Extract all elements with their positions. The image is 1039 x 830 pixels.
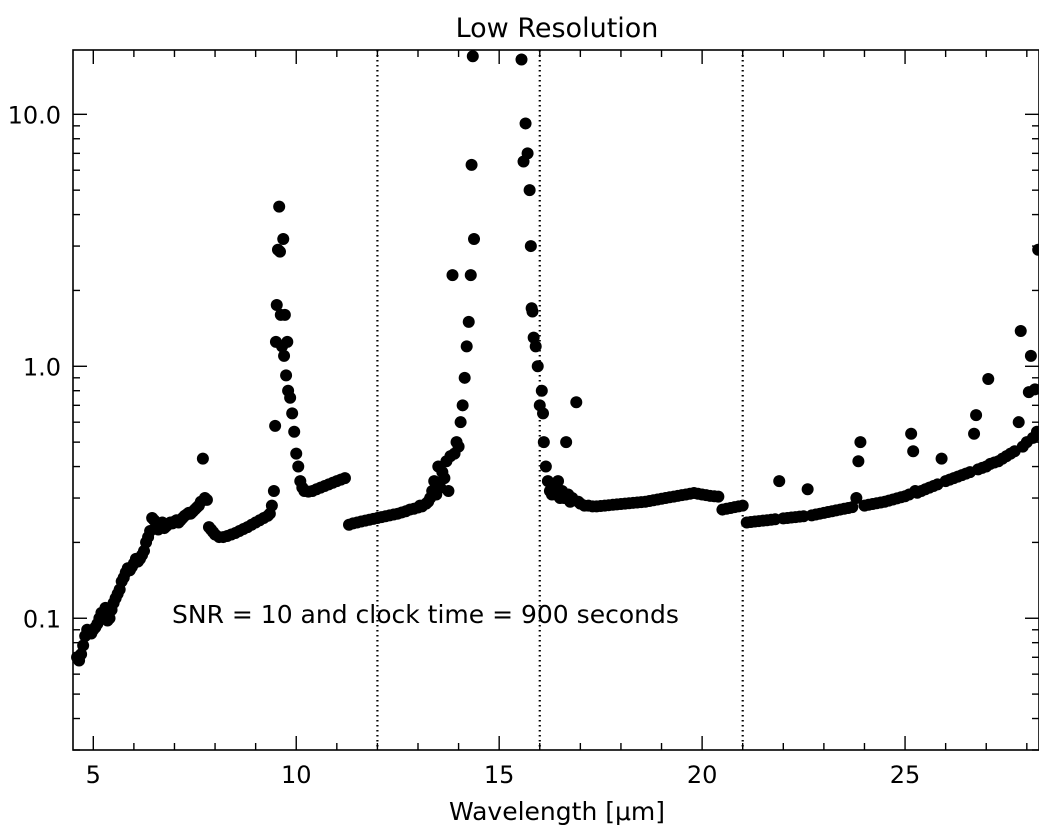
data-point <box>452 440 465 453</box>
data-point <box>454 416 467 429</box>
data-point <box>1024 349 1037 362</box>
data-point <box>801 483 814 496</box>
data-point <box>736 499 749 512</box>
data-point <box>905 427 918 440</box>
y-tick-label: 1.0 <box>23 353 61 381</box>
data-point <box>970 409 983 422</box>
data-point <box>456 399 469 412</box>
data-point <box>1012 416 1025 429</box>
data-point <box>773 475 786 488</box>
data-point <box>854 436 867 449</box>
data-point <box>77 639 90 652</box>
data-point <box>277 233 290 246</box>
data-point <box>1028 383 1039 396</box>
data-point <box>515 53 528 66</box>
data-point <box>519 117 532 130</box>
data-point <box>338 472 351 485</box>
data-point <box>1032 243 1039 256</box>
data-point <box>270 299 283 312</box>
data-point <box>284 391 297 404</box>
data-point <box>523 184 536 197</box>
data-point <box>273 200 286 213</box>
data-point <box>524 240 537 253</box>
data-point <box>286 407 299 420</box>
y-tick-label: 10.0 <box>8 101 61 129</box>
data-point <box>278 349 291 362</box>
axis-ticks <box>73 50 1039 751</box>
data-point <box>852 455 865 468</box>
data-point <box>535 384 548 397</box>
data-point <box>442 484 455 497</box>
data-point <box>278 308 291 321</box>
chart-title: Low Resolution <box>456 13 659 44</box>
data-point <box>274 245 286 258</box>
data-point <box>552 475 565 488</box>
data-point <box>935 452 948 465</box>
x-tick-label: 10 <box>281 761 312 789</box>
data-point <box>267 484 280 497</box>
data-point <box>846 501 859 514</box>
data-point <box>1030 425 1039 438</box>
data-point <box>968 427 981 440</box>
data-points <box>71 50 1039 667</box>
x-tick-label: 5 <box>86 761 101 789</box>
data-point <box>529 340 542 353</box>
data-point <box>907 445 920 458</box>
x-axis-label: Wavelength [μm] <box>449 797 665 826</box>
data-point <box>560 436 573 449</box>
data-point <box>526 305 539 318</box>
data-point <box>712 490 725 503</box>
tick-labels: 5 10 15 20 25 0.1 1.0 10.0 <box>8 101 921 789</box>
data-point <box>466 50 479 63</box>
x-tick-label: 25 <box>890 761 921 789</box>
data-point <box>292 460 305 473</box>
data-point <box>460 340 473 353</box>
data-point <box>531 360 544 373</box>
data-point <box>465 158 478 171</box>
data-point <box>280 369 293 382</box>
data-point <box>265 499 278 512</box>
y-tick-label: 0.1 <box>23 605 61 633</box>
data-point <box>288 425 301 438</box>
x-tick-label: 20 <box>687 761 718 789</box>
data-point <box>269 419 282 432</box>
data-point <box>462 315 475 328</box>
data-point <box>281 335 294 348</box>
data-point <box>458 371 471 384</box>
data-point <box>570 396 583 409</box>
data-point <box>200 493 213 506</box>
data-point <box>537 436 550 449</box>
data-point <box>468 233 481 246</box>
data-point <box>982 373 995 386</box>
snr-annotation: SNR = 10 and clock time = 900 seconds <box>172 600 679 629</box>
data-point <box>196 452 209 465</box>
data-point <box>438 472 451 485</box>
data-point <box>446 269 459 282</box>
plot-frame <box>72 49 1039 751</box>
data-point <box>537 407 550 420</box>
data-point <box>1014 325 1027 338</box>
data-point <box>290 447 303 460</box>
data-point <box>539 460 552 473</box>
data-point <box>464 269 477 282</box>
data-point <box>521 147 534 160</box>
divider-lines <box>376 50 744 750</box>
data-point <box>850 492 863 505</box>
x-tick-label: 15 <box>484 761 515 789</box>
